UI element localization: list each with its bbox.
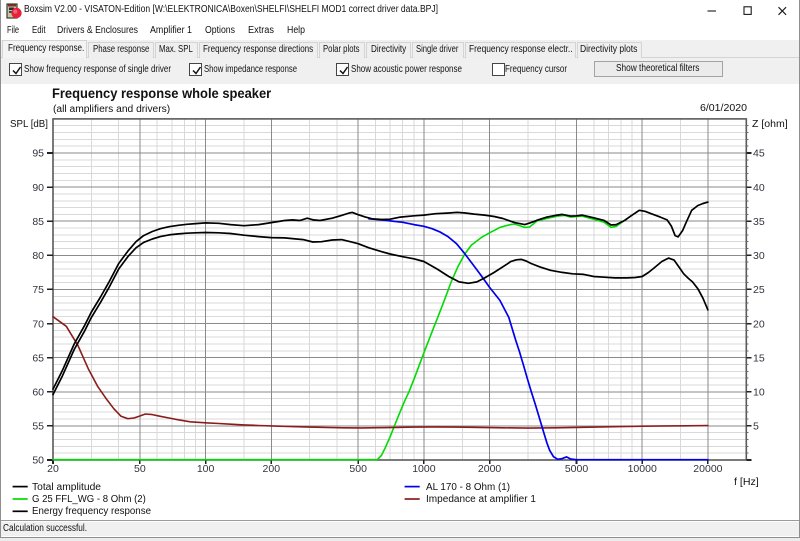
- svg-text:85: 85: [32, 216, 44, 228]
- svg-text:10: 10: [753, 387, 765, 399]
- svg-text:40: 40: [753, 182, 765, 194]
- svg-text:25: 25: [753, 284, 765, 296]
- svg-text:50: 50: [32, 455, 44, 467]
- svg-text:60: 60: [32, 387, 44, 399]
- svg-text:10000: 10000: [628, 463, 657, 475]
- svg-text:200: 200: [263, 463, 281, 475]
- svg-text:55: 55: [32, 421, 44, 433]
- svg-text:35: 35: [753, 216, 765, 228]
- svg-text:70: 70: [32, 318, 44, 330]
- svg-text:100: 100: [197, 463, 215, 475]
- svg-text:80: 80: [32, 250, 44, 262]
- svg-text:95: 95: [32, 148, 44, 160]
- svg-text:45: 45: [753, 148, 765, 160]
- svg-text:75: 75: [32, 284, 44, 296]
- svg-text:50: 50: [134, 463, 146, 475]
- svg-text:5: 5: [753, 421, 759, 433]
- svg-text:500: 500: [349, 463, 367, 475]
- svg-text:30: 30: [753, 250, 765, 262]
- svg-text:20000: 20000: [693, 463, 722, 475]
- svg-text:15: 15: [753, 352, 765, 364]
- svg-text:2000: 2000: [478, 463, 502, 475]
- svg-text:5000: 5000: [565, 463, 589, 475]
- svg-text:20: 20: [753, 318, 765, 330]
- svg-text:20: 20: [47, 463, 59, 475]
- svg-text:90: 90: [32, 182, 44, 194]
- svg-text:1000: 1000: [412, 463, 436, 475]
- svg-text:65: 65: [32, 352, 44, 364]
